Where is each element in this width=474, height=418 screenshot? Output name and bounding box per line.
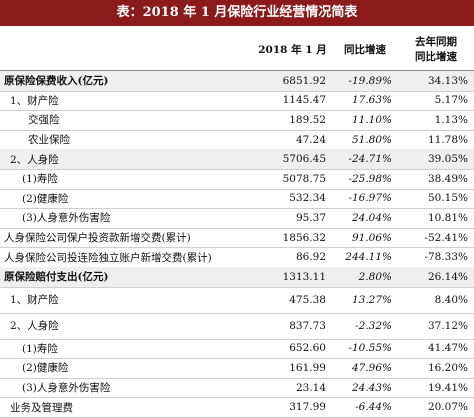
cell-value: 38.49%	[427, 172, 468, 185]
row-label: (3)人身意外伤害险	[22, 382, 111, 395]
cell-value: 10.81%	[427, 211, 468, 224]
row-divider	[0, 90, 474, 92]
row-label: (1)寿险	[22, 173, 58, 186]
cell-value: 317.99	[289, 401, 326, 414]
column-header-line: 去年同期	[415, 36, 457, 48]
cell-value: 16.20%	[427, 361, 468, 374]
cell-value: 50.15%	[427, 192, 468, 205]
cell-value: 1313.11	[282, 270, 326, 283]
row-label: 农业保险	[28, 134, 70, 147]
cell-value: 2.80%	[358, 270, 392, 283]
row-divider	[0, 338, 474, 340]
row-label: 人身保险公司保户投资款新增交费(累计)	[4, 232, 191, 245]
row-label: 业务及管理费	[10, 401, 73, 414]
row-label: 1、财产险	[10, 294, 59, 307]
cell-value: 20.07%	[427, 401, 468, 414]
row-label: (1)寿险	[22, 342, 58, 355]
title: 表：2018 年 1 月保险行业经营情况简表	[0, 0, 474, 26]
cell-value: -2.32%	[355, 319, 392, 332]
row-divider	[0, 70, 474, 71]
cell-value: 39.05%	[427, 153, 468, 166]
cell-value: 86.92	[295, 251, 326, 264]
row-label: 2、人身险	[10, 320, 59, 333]
row-divider	[0, 129, 474, 131]
cell-value: 41.47%	[427, 342, 468, 355]
row-label: 1、财产险	[10, 94, 59, 107]
cell-value: 475.38	[289, 293, 326, 306]
cell-value: 23.14	[295, 381, 326, 394]
cell-value: 19.41%	[427, 381, 468, 394]
row-divider	[0, 397, 474, 399]
cell-value: 11.78%	[427, 133, 468, 146]
row-divider	[0, 208, 474, 210]
cell-value: 5078.75	[282, 172, 326, 185]
cell-value: 1.13%	[434, 113, 468, 126]
row-divider	[0, 227, 474, 229]
cell-value: -52.41%	[424, 231, 468, 244]
cell-value: 5.17%	[434, 94, 468, 107]
cell-value: 24.04%	[351, 211, 392, 224]
cell-value: -10.55%	[348, 342, 392, 355]
row-divider	[0, 110, 474, 112]
cell-value: 51.80%	[351, 133, 392, 146]
cell-value: -78.33%	[424, 251, 468, 264]
cell-value: 11.10%	[351, 113, 392, 126]
row-divider	[0, 188, 474, 190]
cell-value: 532.34	[289, 192, 326, 205]
row-divider	[0, 169, 474, 170]
cell-value: -19.89%	[348, 74, 392, 87]
column-header: 2018 年 1 月	[258, 43, 327, 56]
row-divider	[0, 377, 474, 379]
cell-value: 5706.45	[282, 153, 326, 166]
cell-value: 17.63%	[351, 94, 392, 107]
cell-value: 8.40%	[434, 293, 468, 306]
row-shade	[0, 149, 474, 169]
row-label: 人身保险公司投连险独立账户新增交费(累计)	[4, 251, 212, 264]
row-label: (2)健康险	[22, 362, 69, 375]
row-label: 交强险	[28, 114, 60, 127]
cell-value: -6.44%	[355, 401, 392, 414]
cell-value: 244.11%	[345, 251, 392, 264]
cell-value: 26.14%	[427, 270, 468, 283]
row-divider	[0, 247, 474, 249]
row-label: (2)健康险	[22, 192, 69, 205]
cell-value: 1145.47	[282, 94, 326, 107]
row-divider	[0, 312, 474, 314]
cell-value: 13.27%	[351, 293, 392, 306]
row-label: 原保险赔付支出(亿元)	[4, 271, 109, 284]
cell-value: 95.37	[295, 211, 326, 224]
row-divider	[0, 286, 474, 288]
cell-value: 6851.92	[282, 74, 326, 87]
column-header: 去年同期 同比增速	[398, 28, 474, 70]
row-shade	[0, 71, 474, 91]
cell-value: 34.13%	[427, 74, 468, 87]
row-label: (3)人身意外伤害险	[22, 212, 111, 225]
cell-value: 837.73	[289, 319, 326, 332]
cell-value: 37.12%	[427, 319, 468, 332]
cell-value: -25.98%	[348, 172, 392, 185]
column-header-line: 同比增速	[415, 51, 457, 63]
cell-value: -24.71%	[348, 153, 392, 166]
row-shade	[0, 267, 474, 287]
column-header: 同比增速	[344, 43, 386, 56]
cell-value: 47.96%	[351, 361, 392, 374]
cell-value: 91.06%	[351, 231, 392, 244]
cell-value: 47.24	[295, 133, 326, 146]
row-label: 原保险保费收入(亿元)	[4, 75, 109, 88]
cell-value: 652.60	[289, 342, 326, 355]
cell-value: 189.52	[289, 113, 326, 126]
cell-value: 24.43%	[351, 381, 392, 394]
cell-value: 161.99	[289, 361, 326, 374]
row-label: 2、人身险	[10, 153, 59, 166]
row-divider	[0, 358, 474, 360]
cell-value: -16.97%	[348, 192, 392, 205]
cell-value: 1856.32	[282, 231, 326, 244]
